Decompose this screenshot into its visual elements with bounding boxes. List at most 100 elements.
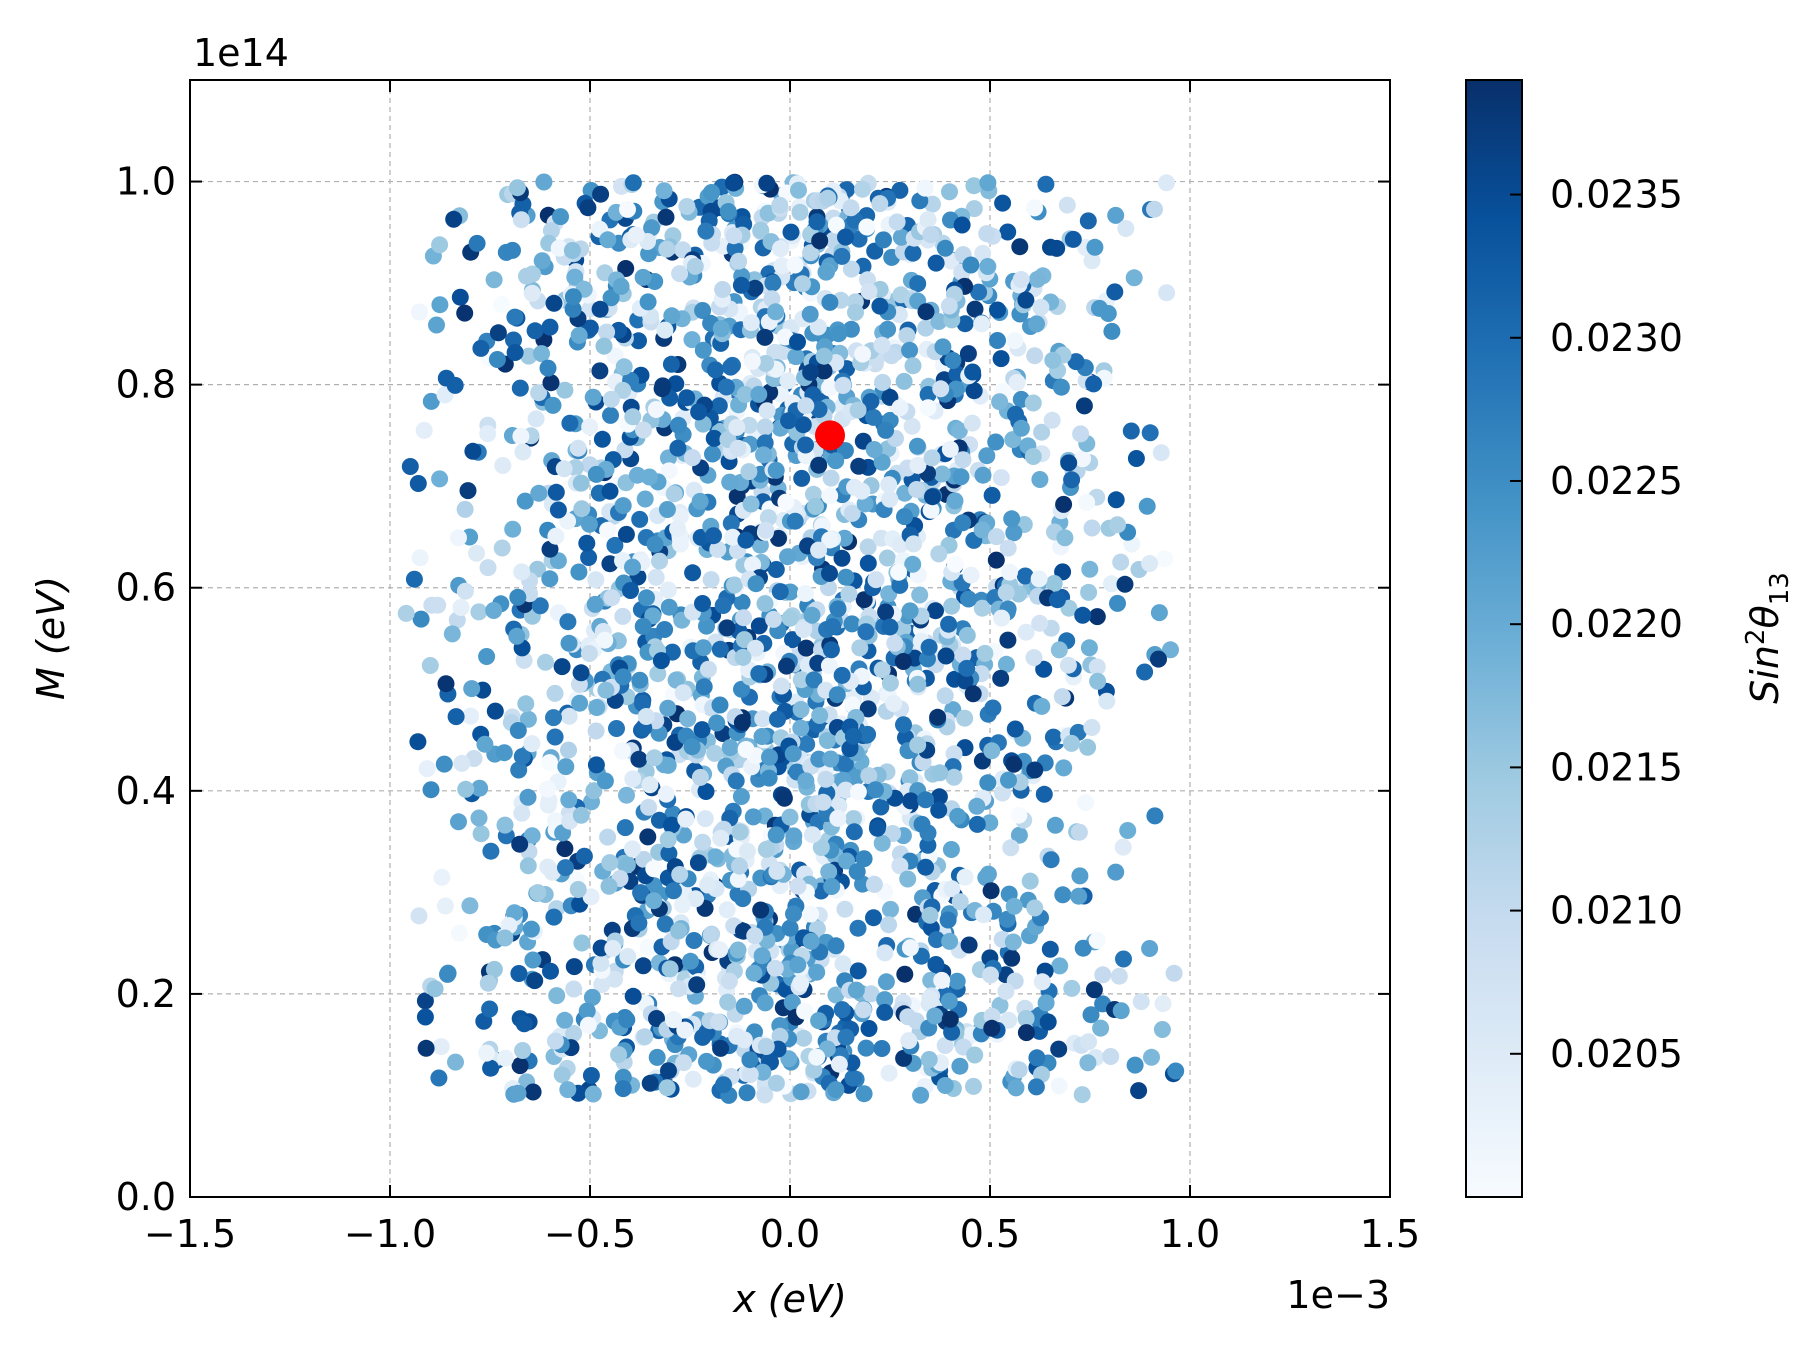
- scatter-point: [415, 421, 433, 439]
- scatter-point: [1109, 516, 1126, 534]
- scatter-point: [640, 468, 658, 486]
- scatter-point: [472, 825, 490, 843]
- scatter-point: [1055, 495, 1073, 513]
- scatter-point: [541, 318, 559, 336]
- scatter-point: [912, 1086, 930, 1104]
- scatter-point: [1032, 298, 1050, 316]
- scatter-point: [842, 199, 860, 217]
- scatter-point: [1165, 964, 1183, 982]
- scatter-point: [921, 989, 939, 1007]
- scatter-point: [847, 981, 865, 999]
- scatter-point: [1103, 322, 1121, 340]
- scatter-point: [830, 325, 848, 343]
- scatter-point: [543, 863, 561, 881]
- scatter-point: [479, 559, 497, 577]
- scatter-point: [671, 265, 689, 283]
- scatter-point: [1107, 863, 1125, 881]
- scatter-point: [694, 639, 712, 657]
- scatter-point: [931, 764, 949, 782]
- scatter-point: [1037, 994, 1055, 1012]
- y-axis-label: M (eV): [29, 576, 73, 700]
- scatter-point: [461, 897, 479, 915]
- scatter-point: [873, 661, 891, 679]
- scatter-point: [865, 441, 883, 458]
- scatter-point: [647, 568, 665, 586]
- scatter-point: [1083, 719, 1101, 736]
- scatter-point: [1035, 660, 1053, 678]
- scatter-point: [560, 741, 577, 759]
- scatter-point: [876, 944, 894, 962]
- scatter-point: [729, 870, 747, 888]
- scatter-point: [508, 627, 526, 645]
- scatter-point: [764, 274, 782, 292]
- scatter-point: [822, 469, 840, 487]
- scatter-point: [726, 239, 744, 257]
- scatter-point: [741, 1066, 759, 1083]
- scatter-point: [974, 244, 992, 262]
- scatter-point: [983, 1019, 1001, 1037]
- scatter-point: [927, 956, 945, 973]
- scatter-point: [899, 870, 917, 888]
- scatter-point: [1088, 932, 1106, 949]
- scatter-point: [1028, 1049, 1046, 1067]
- scatter-point: [785, 827, 803, 845]
- scatter-point: [634, 268, 652, 286]
- scatter-point: [933, 971, 951, 989]
- scatter-point: [570, 326, 588, 344]
- scatter-point: [1021, 872, 1039, 890]
- scatter-point: [795, 621, 812, 639]
- scatter-point: [792, 1083, 810, 1101]
- scatter-point: [453, 754, 471, 772]
- scatter-point: [1070, 887, 1088, 905]
- scatter-point: [924, 488, 941, 506]
- scatter-point: [512, 427, 530, 445]
- scatter-point: [1088, 608, 1106, 626]
- scatter-point: [1099, 305, 1117, 322]
- scatter-point: [917, 791, 935, 809]
- scatter-point: [514, 1042, 532, 1059]
- scatter-point: [573, 500, 591, 518]
- scatter-point: [579, 1016, 597, 1034]
- scatter-point: [791, 203, 809, 221]
- scatter-point: [773, 257, 791, 275]
- scatter-point: [968, 797, 986, 815]
- scatter-point: [493, 295, 510, 313]
- scatter-point: [873, 1040, 891, 1057]
- scatter-point: [890, 563, 908, 581]
- x-tick-label: 1.5: [1360, 1212, 1420, 1256]
- scatter-point: [485, 960, 503, 978]
- scatter-point: [636, 1028, 654, 1046]
- scatter-point: [565, 980, 583, 998]
- scatter-point: [901, 769, 919, 787]
- scatter-point: [886, 634, 904, 652]
- colorbar-tick-label: 0.0225: [1550, 459, 1683, 503]
- scatter-point: [756, 1086, 774, 1104]
- scatter-point: [871, 195, 889, 213]
- scatter-point: [965, 382, 983, 400]
- colorbar-tick-label: 0.0230: [1550, 316, 1683, 360]
- scatter-point: [624, 987, 642, 1005]
- scatter-point: [952, 468, 970, 486]
- scatter-point: [1077, 794, 1095, 812]
- colorbar-frame: [1465, 79, 1523, 1198]
- scatter-point: [877, 603, 895, 621]
- scatter-point: [778, 657, 795, 675]
- scatter-point: [838, 852, 855, 870]
- scatter-point: [559, 1081, 577, 1099]
- scatter-point: [541, 754, 559, 772]
- scatter-point: [874, 373, 892, 391]
- scatter-point: [777, 493, 795, 511]
- scatter-point: [542, 962, 559, 980]
- scatter-point: [623, 840, 641, 858]
- scatter-point: [810, 750, 828, 768]
- scatter-point: [659, 756, 677, 774]
- scatter-point: [446, 376, 464, 394]
- scatter-point: [810, 1012, 828, 1030]
- scatter-point: [772, 677, 790, 695]
- scatter-point: [1063, 471, 1081, 489]
- scatter-point: [750, 385, 768, 403]
- scatter-point: [684, 564, 702, 582]
- scatter-point: [757, 840, 775, 858]
- scatter-point: [497, 1049, 514, 1067]
- scatter-point: [786, 512, 804, 530]
